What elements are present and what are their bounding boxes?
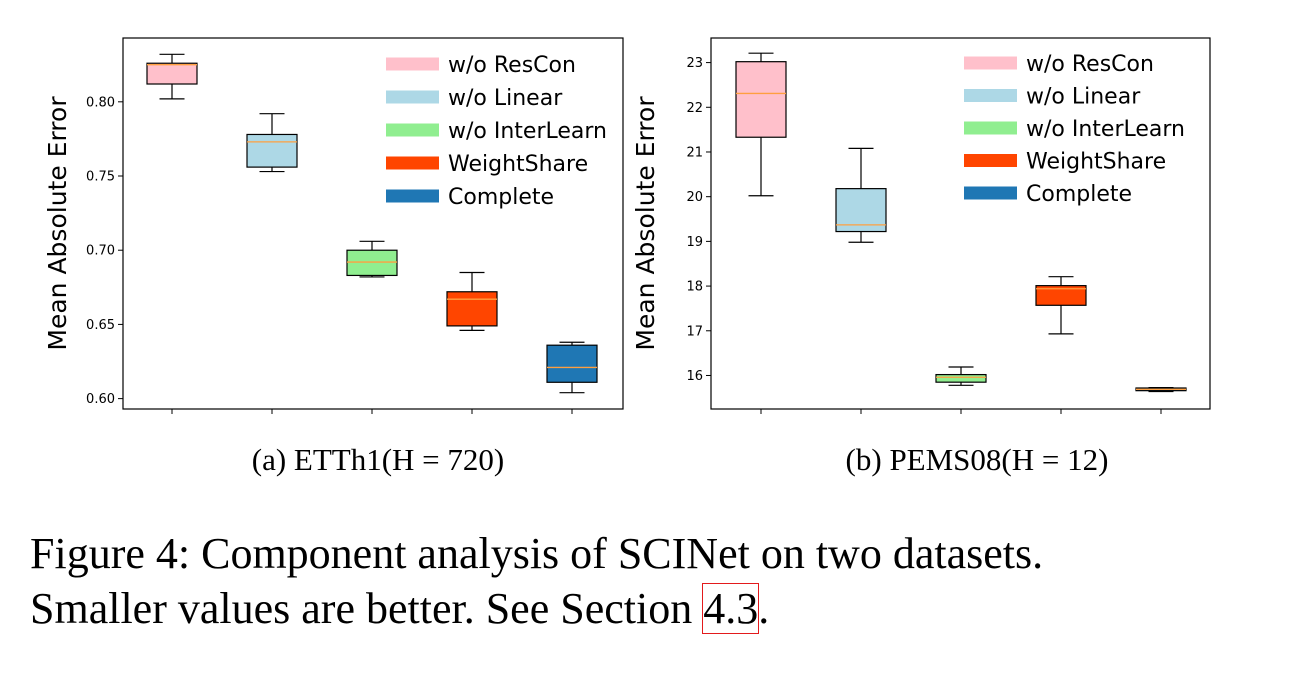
- legend-swatch: [964, 186, 1017, 200]
- caption-line-1: Figure 4: Component analysis of SCINet o…: [30, 529, 1044, 578]
- figure: 0.60 0.65 0.70 0.75 0.80 w/o ResCon w/o Linear…: [43, 37, 1211, 477]
- box-iqr: [246, 133, 298, 168]
- legend-label: w/o InterLearn: [1026, 117, 1185, 142]
- box-complete: [1135, 386, 1187, 393]
- box-iqr: [146, 62, 198, 85]
- box-w-o-rescon: [735, 52, 787, 197]
- y-tick-label: 18: [686, 280, 703, 295]
- box-iqr: [546, 344, 598, 383]
- subcaption: (b) PEMS08(H = 12): [846, 442, 1109, 477]
- plot-frame: [710, 37, 1211, 410]
- legend-label: w/o ResCon: [1026, 52, 1154, 77]
- y-tick-label: 19: [686, 235, 703, 250]
- y-tick-label: 0.65: [86, 318, 115, 333]
- box-w-o-interlearn: [346, 240, 398, 278]
- box-iqr: [346, 249, 398, 277]
- box-complete: [546, 341, 598, 394]
- box-weightshare: [1035, 276, 1087, 335]
- section-reference-link[interactable]: 4.3: [702, 583, 760, 634]
- legend-label: w/o Linear: [448, 86, 563, 111]
- box-iqr: [446, 291, 498, 327]
- y-tick-label: 23: [686, 56, 703, 71]
- box-w-o-linear: [246, 113, 298, 173]
- legend-swatch: [386, 90, 439, 104]
- legend-label: Complete: [448, 185, 554, 210]
- y-tick-label: 22: [686, 101, 703, 116]
- y-tick-label: 0.80: [86, 95, 115, 110]
- box-w-o-rescon: [146, 53, 198, 100]
- box-iqr: [735, 61, 787, 138]
- y-tick-label: 21: [686, 145, 703, 160]
- box-w-o-linear: [835, 147, 887, 243]
- y-axis-label: Mean Absolute Error: [631, 96, 660, 351]
- legend: w/o ResCon w/o Linear w/o InterLearn Weight…: [964, 52, 1185, 207]
- box-w-o-interlearn: [935, 366, 987, 386]
- legend-label: WeightShare: [448, 152, 588, 177]
- legend-swatch: [386, 123, 439, 137]
- legend-label: w/o InterLearn: [448, 119, 607, 144]
- y-tick-label: 0.75: [86, 170, 115, 185]
- plot-frame: [122, 37, 624, 410]
- y-axis-label: Mean Absolute Error: [43, 96, 72, 351]
- legend-label: Complete: [1026, 182, 1132, 207]
- legend-swatch: [964, 89, 1017, 102]
- legend-swatch: [386, 57, 439, 71]
- y-tick-label: 20: [686, 190, 703, 205]
- caption-line-2-suffix: .: [758, 584, 770, 633]
- legend-swatch: [386, 156, 439, 170]
- box-weightshare: [446, 271, 498, 331]
- legend-swatch: [964, 56, 1017, 70]
- caption-line-2-prefix: Smaller values are better. See Section: [30, 584, 704, 633]
- box-iqr: [1035, 285, 1087, 306]
- legend-swatch: [964, 121, 1017, 135]
- box-iqr: [935, 373, 987, 383]
- chart-ettH1: 0.60 0.65 0.70 0.75 0.80 w/o ResCon w/o Linear…: [43, 37, 624, 477]
- legend-swatch: [964, 154, 1017, 167]
- legend: w/o ResCon w/o Linear w/o InterLearn Weight…: [386, 53, 607, 210]
- y-tick-label: 17: [686, 324, 703, 339]
- legend-label: w/o ResCon: [448, 53, 576, 78]
- subcaption: (a) ETTh1(H = 720): [252, 442, 504, 477]
- y-tick-label: 0.60: [86, 392, 115, 407]
- legend-swatch: [386, 189, 439, 203]
- legend-label: w/o Linear: [1026, 85, 1141, 110]
- figure-caption: Figure 4: Component analysis of SCINet o…: [30, 526, 1043, 636]
- y-tick-label: 0.70: [86, 244, 115, 259]
- y-tick-label: 16: [686, 369, 703, 384]
- legend-label: WeightShare: [1026, 150, 1166, 175]
